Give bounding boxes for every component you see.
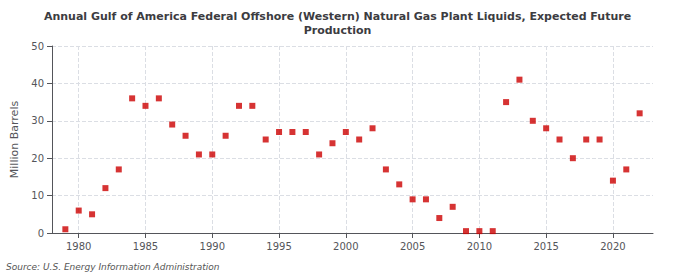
svg-text:2015: 2015 [533, 241, 558, 252]
svg-text:10: 10 [31, 190, 44, 201]
svg-text:40: 40 [31, 78, 44, 89]
svg-text:1990: 1990 [200, 241, 225, 252]
svg-text:2010: 2010 [467, 241, 492, 252]
svg-text:2020: 2020 [600, 241, 625, 252]
svg-text:2000: 2000 [333, 241, 358, 252]
svg-text:Million Barrels: Million Barrels [8, 101, 21, 179]
svg-text:50: 50 [31, 41, 44, 52]
svg-text:Production: Production [304, 24, 372, 37]
svg-text:Source: U.S. Energy Informatio: Source: U.S. Energy Information Administ… [6, 262, 220, 272]
svg-text:30: 30 [31, 115, 44, 126]
svg-text:20: 20 [31, 153, 44, 164]
svg-text:2005: 2005 [400, 241, 425, 252]
svg-text:1980: 1980 [66, 241, 91, 252]
svg-text:1995: 1995 [266, 241, 291, 252]
svg-text:1985: 1985 [133, 241, 158, 252]
svg-text:Annual Gulf of America Federal: Annual Gulf of America Federal Offshore … [44, 10, 631, 23]
svg-text:0: 0 [38, 228, 44, 239]
